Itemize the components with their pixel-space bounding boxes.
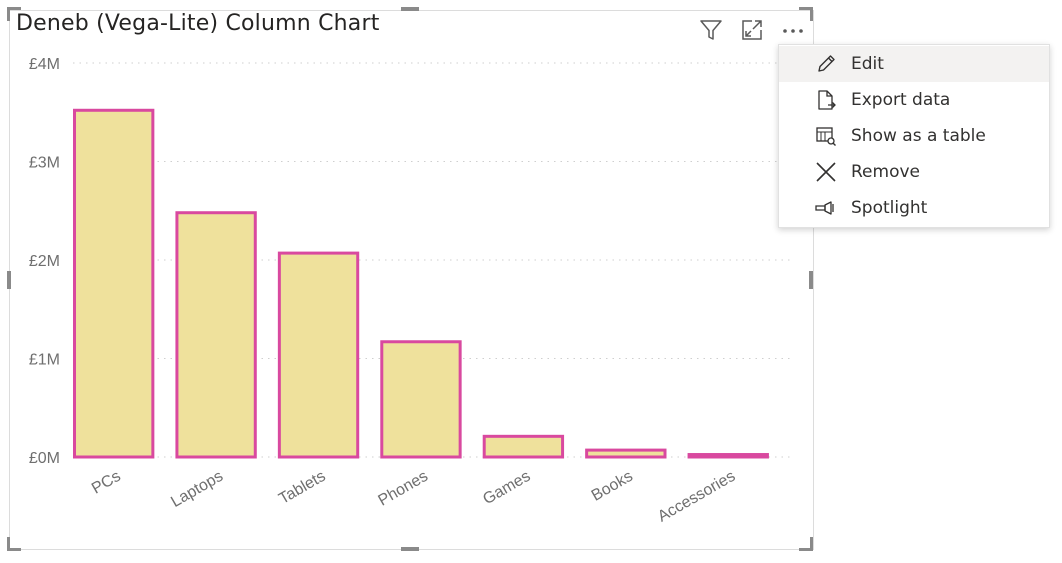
close-icon (815, 161, 837, 183)
resize-handle-bottom[interactable] (401, 547, 419, 551)
menu-item-export-data[interactable]: Export data (779, 82, 1049, 118)
bar-books[interactable] (585, 448, 667, 459)
y-tick-label: £0M (29, 450, 60, 467)
y-tick-label: £1M (29, 352, 60, 369)
resize-handle-bottom-left[interactable] (7, 548, 21, 551)
resize-handle-bottom-right[interactable] (810, 537, 813, 551)
resize-handle-top-left[interactable] (7, 7, 10, 21)
menu-item-remove[interactable]: Remove (779, 154, 1049, 190)
menu-label: Export data (851, 90, 951, 110)
menu-item-spotlight[interactable]: Spotlight (779, 190, 1049, 226)
resize-handle-top[interactable] (401, 7, 419, 11)
focus-mode-icon[interactable] (739, 17, 765, 43)
bar-tablets[interactable] (277, 251, 360, 459)
menu-item-show-as-table[interactable]: Show as a table (779, 118, 1049, 154)
resize-handle-left[interactable] (7, 271, 11, 289)
menu-label: Remove (851, 162, 920, 182)
resize-handle-bottom-left[interactable] (7, 537, 10, 551)
context-menu: Edit Export data Show as a table (778, 44, 1050, 228)
menu-label: Edit (851, 54, 884, 74)
bar-phones[interactable] (380, 340, 462, 459)
filter-icon[interactable] (698, 17, 724, 43)
y-tick-label: £3M (29, 155, 60, 172)
bar-games[interactable] (482, 434, 565, 459)
resize-handle-top-left[interactable] (7, 7, 21, 10)
menu-label: Show as a table (851, 126, 986, 146)
resize-handle-right[interactable] (809, 271, 813, 289)
x-tick-label: Accessories (655, 468, 738, 526)
x-tick-label: Games (480, 468, 533, 509)
y-tick-label: £4M (29, 56, 60, 73)
x-tick-label: Laptops (168, 468, 226, 511)
more-options-icon[interactable] (780, 17, 806, 43)
resize-handle-bottom-right[interactable] (799, 548, 813, 551)
visual-title: Deneb (Vega-Lite) Column Chart (16, 11, 380, 36)
x-tick-label: PCs (89, 468, 124, 498)
resize-handle-top-right[interactable] (810, 7, 813, 21)
export-data-icon (815, 89, 837, 111)
bar-pcs[interactable] (73, 108, 155, 459)
resize-handle-top-right[interactable] (799, 7, 813, 10)
bar-laptops[interactable] (175, 211, 257, 459)
bar-accessories[interactable] (687, 453, 769, 459)
x-tick-label: Books (589, 468, 636, 505)
x-tick-label: Phones (375, 468, 430, 510)
menu-item-edit[interactable]: Edit (779, 46, 1049, 82)
spotlight-icon (815, 197, 837, 219)
menu-label: Spotlight (851, 198, 928, 218)
pencil-icon (815, 53, 837, 75)
x-tick-label: Tablets (276, 468, 328, 508)
table-view-icon (815, 125, 837, 147)
y-tick-label: £2M (29, 253, 60, 270)
